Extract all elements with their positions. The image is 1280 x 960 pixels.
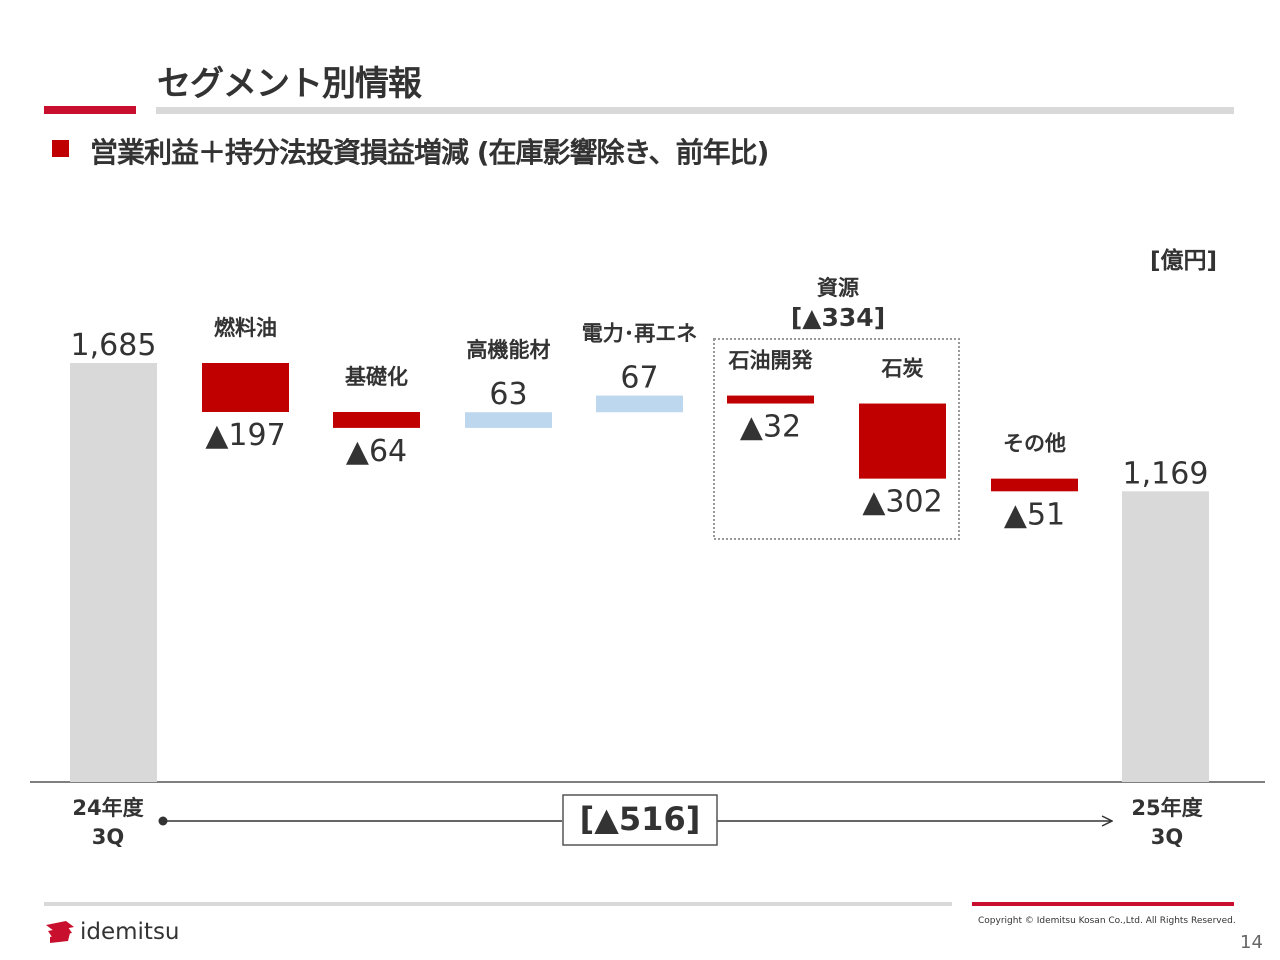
value-label-coal: ▲302 — [862, 485, 942, 520]
end-bar — [1122, 491, 1209, 782]
unit-label: [億円] — [1150, 248, 1218, 274]
category-label-coal: 石炭 — [881, 357, 924, 381]
title-underline — [156, 107, 1234, 114]
waterfall-chart: 資源 [▲334] 1,685 燃料油 基礎化 高機能材 電力･再エネ 石油開発… — [30, 276, 1265, 849]
logo-text: idemitsu — [80, 919, 180, 945]
start-bar — [70, 363, 157, 782]
category-label-basic-chemicals: 基礎化 — [345, 365, 408, 389]
bar-others — [991, 478, 1078, 492]
bar-functional-materials — [465, 412, 552, 428]
end-period-label: 25年度 — [1131, 796, 1202, 820]
company-logo: idemitsu — [44, 916, 180, 948]
end-value-label: 1,169 — [1123, 456, 1209, 491]
bar-power-renewables — [596, 395, 683, 413]
value-label-basic-chemicals: ▲64 — [346, 434, 407, 469]
category-label-others: その他 — [1003, 432, 1066, 456]
chart-subtitle: 営業利益＋持分法投資損益増減 (在庫影響除き、前年比) — [90, 136, 769, 169]
footer-divider — [44, 902, 952, 906]
resource-group-title: 資源 — [817, 276, 859, 300]
bar-coal — [859, 403, 946, 479]
value-label-oil-exploration: ▲32 — [740, 410, 801, 445]
start-period-sublabel: 3Q — [92, 825, 124, 849]
value-label-others: ▲51 — [1004, 497, 1065, 532]
page-title: セグメント別情報 — [157, 64, 422, 104]
total-change-label: [▲516] — [580, 800, 701, 838]
bar-fuel-oil — [202, 363, 289, 412]
value-label-fuel-oil: ▲197 — [205, 418, 285, 453]
bar-oil-exploration — [727, 395, 814, 404]
end-period-sublabel: 3Q — [1151, 825, 1183, 849]
page-number: 14 — [1240, 932, 1263, 953]
value-label-power-renewables: 67 — [620, 361, 658, 396]
start-value-label: 1,685 — [71, 328, 157, 363]
bar-basic-chemicals — [333, 411, 420, 428]
start-period-label: 24年度 — [72, 796, 143, 820]
copyright-text: Copyright © Idemitsu Kosan Co.,Ltd. All … — [978, 916, 1236, 926]
category-label-fuel-oil: 燃料油 — [214, 316, 277, 340]
subtitle-bullet-icon — [52, 140, 69, 157]
category-label-functional-materials: 高機能材 — [467, 338, 551, 362]
total-change-box — [562, 794, 718, 846]
resource-group-total: [▲334] — [791, 303, 885, 332]
category-label-oil-exploration: 石油開発 — [728, 349, 814, 373]
category-label-power-renewables: 電力･再エネ — [582, 322, 698, 346]
idemitsu-logo-icon — [46, 921, 74, 943]
value-label-functional-materials: 63 — [489, 377, 527, 412]
title-accent-bar — [44, 106, 136, 114]
resource-group-box — [713, 338, 960, 540]
footer-accent — [972, 902, 1234, 906]
